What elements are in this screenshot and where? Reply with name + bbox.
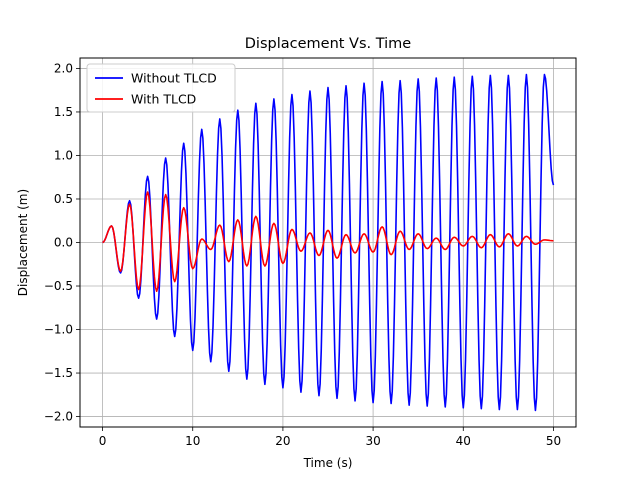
y-tick-label: −1.5	[44, 366, 73, 380]
y-tick-label: −2.0	[44, 410, 73, 424]
series-layer	[102, 73, 555, 412]
y-tick-label: −1.0	[44, 323, 73, 337]
x-axis-title: Time (s)	[303, 456, 353, 470]
legend-label: Without TLCD	[131, 71, 217, 86]
grid	[80, 58, 576, 427]
legend: Without TLCD With TLCD	[86, 63, 236, 113]
x-tick-label: 10	[185, 434, 200, 448]
y-axis-title: Displacement (m)	[16, 189, 30, 296]
y-tick-label: 1.0	[54, 148, 73, 162]
chart-title: Displacement Vs. Time	[245, 36, 412, 52]
y-tick-label: 1.5	[54, 105, 73, 119]
x-tick-label: 40	[456, 434, 471, 448]
ticks: 0 10 20 30 40 50 −2.0 −1.5 −1.0 −0.5 0.0 0.5 1.0 1.5 2…	[44, 61, 561, 448]
legend-box	[86, 63, 236, 113]
x-tick-label: 30	[365, 434, 380, 448]
y-tick-label: 0.5	[54, 192, 73, 206]
x-tick-label: 20	[275, 434, 290, 448]
y-tick-label: 2.0	[54, 61, 73, 75]
series-line-0	[102, 73, 555, 412]
legend-label: With TLCD	[131, 92, 196, 107]
series-line-1	[102, 191, 554, 293]
y-tick-label: −0.5	[44, 279, 73, 293]
x-tick-label: 0	[99, 434, 107, 448]
x-tick-label: 50	[546, 434, 561, 448]
y-tick-label: 0.0	[54, 236, 73, 250]
